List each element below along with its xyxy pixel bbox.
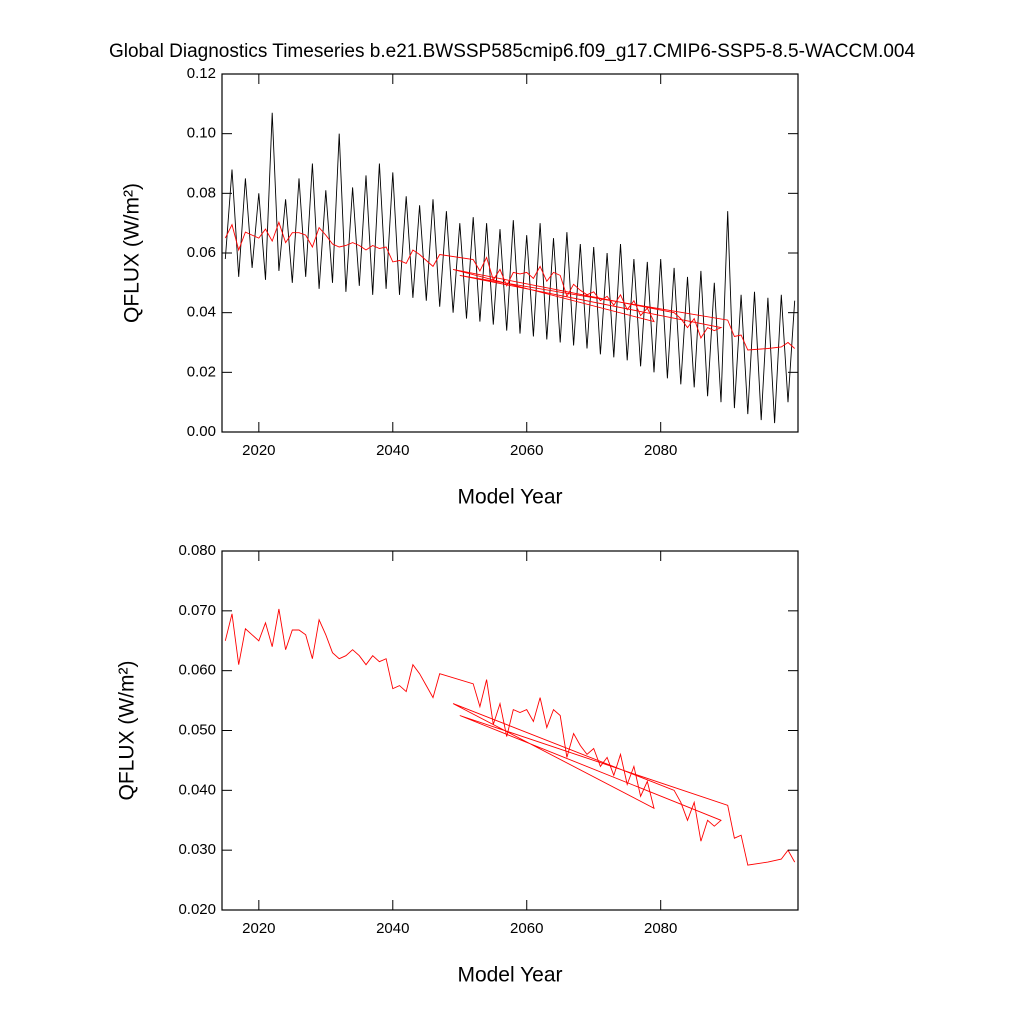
x-tick-label: 2020 bbox=[242, 920, 275, 937]
x-tick-label: 2060 bbox=[510, 920, 543, 937]
y-tick-label: 0.12 bbox=[187, 65, 216, 82]
x-axis-label: Model Year bbox=[457, 486, 562, 509]
x-tick-label: 2040 bbox=[376, 442, 409, 459]
y-tick-label: 0.04 bbox=[187, 304, 216, 321]
y-tick-label: 0.040 bbox=[178, 781, 216, 798]
y-tick-label: 0.00 bbox=[187, 423, 216, 440]
data-line bbox=[224, 608, 796, 866]
x-tick-label: 2080 bbox=[644, 920, 677, 937]
data-line bbox=[224, 220, 796, 351]
data-line bbox=[224, 112, 796, 424]
y-tick-label: 0.070 bbox=[178, 602, 216, 619]
y-tick-label: 0.080 bbox=[178, 542, 216, 559]
y-tick-label: 0.060 bbox=[178, 662, 216, 679]
x-tick-label: 2040 bbox=[376, 920, 409, 937]
y-tick-label: 0.050 bbox=[178, 721, 216, 738]
plot-frame bbox=[221, 550, 799, 911]
x-tick-label: 2060 bbox=[510, 442, 543, 459]
y-axis-label: QFLUX (W/m²) bbox=[116, 661, 139, 801]
y-tick-label: 0.06 bbox=[187, 244, 216, 261]
y-tick-label: 0.030 bbox=[178, 841, 216, 858]
x-axis-label: Model Year bbox=[457, 964, 562, 987]
y-tick-label: 0.08 bbox=[187, 184, 216, 201]
x-tick-label: 2080 bbox=[644, 442, 677, 459]
y-tick-label: 0.020 bbox=[178, 901, 216, 918]
plot-frame bbox=[221, 73, 799, 433]
y-axis-label: QFLUX (W/m²) bbox=[121, 183, 144, 323]
x-tick-label: 2020 bbox=[242, 442, 275, 459]
chart-title: Global Diagnostics Timeseries b.e21.BWSS… bbox=[109, 41, 916, 62]
y-tick-label: 0.02 bbox=[187, 363, 216, 380]
y-tick-label: 0.10 bbox=[187, 125, 216, 142]
